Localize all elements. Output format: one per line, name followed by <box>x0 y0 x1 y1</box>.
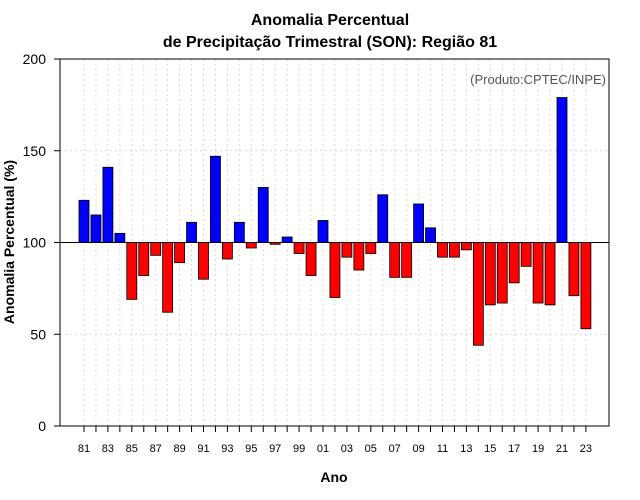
bar-84 <box>114 232 126 243</box>
bar-94 <box>233 221 245 243</box>
bar-08 <box>401 242 413 278</box>
x-tick-label: 89 <box>173 443 185 455</box>
x-tick-label: 21 <box>556 443 568 455</box>
x-tick-label: 83 <box>102 443 114 455</box>
x-tick-label: 03 <box>341 443 353 455</box>
x-tick-label: 23 <box>580 443 592 455</box>
bar-99 <box>293 242 305 254</box>
chart-title-line1: Anomalia Percentual <box>251 12 409 29</box>
x-tick-label: 07 <box>389 443 401 455</box>
bar-22 <box>568 242 580 297</box>
x-tick-label: 91 <box>197 443 209 455</box>
bar-89 <box>174 242 186 264</box>
credit-label: (Produto:CPTEC/INPE) <box>470 72 606 87</box>
bar-95 <box>245 242 257 249</box>
bar-09 <box>413 203 425 243</box>
x-tick-label: 81 <box>78 443 90 455</box>
y-tick-label: 100 <box>23 235 47 251</box>
x-tick-label: 05 <box>365 443 377 455</box>
x-tick-label: 95 <box>245 443 257 455</box>
bar-10 <box>425 227 436 243</box>
bar-81 <box>78 199 90 243</box>
bar-03 <box>341 242 353 258</box>
x-tick-label: 97 <box>269 443 281 455</box>
x-tick-label: 17 <box>508 443 520 455</box>
y-tick-label: 150 <box>23 143 47 159</box>
y-tick-label: 200 <box>23 51 47 67</box>
bar-00 <box>305 242 317 276</box>
x-tick-label: 19 <box>532 443 544 455</box>
x-tick-label: 15 <box>484 443 496 455</box>
x-tick-label: 11 <box>437 443 448 455</box>
bar-21 <box>556 97 568 243</box>
y-tick-label: 50 <box>30 326 46 342</box>
bar-85 <box>126 242 138 300</box>
bar-06 <box>377 194 389 243</box>
x-tick-label: 01 <box>317 443 329 455</box>
y-axis-label: Anomalia Percentual (%) <box>1 160 17 324</box>
bar-20 <box>544 242 556 306</box>
bar-12 <box>449 242 460 258</box>
bar-15 <box>484 242 496 306</box>
bar-17 <box>508 242 520 284</box>
bar-23 <box>580 242 592 330</box>
bar-98 <box>281 236 293 243</box>
bar-05 <box>365 242 377 254</box>
bar-07 <box>389 242 401 278</box>
bar-86 <box>138 242 150 276</box>
bar-16 <box>496 242 508 304</box>
bar-87 <box>150 242 162 256</box>
bar-92 <box>210 155 221 243</box>
y-axis: 0 50 100 150 200 <box>23 51 60 434</box>
bar-93 <box>221 242 233 260</box>
bars <box>78 97 592 346</box>
bar-19 <box>532 242 544 304</box>
bar-01 <box>317 220 329 243</box>
x-tick-label: 85 <box>126 443 138 455</box>
bar-14 <box>472 242 484 346</box>
bar-04 <box>353 242 365 271</box>
bar-96 <box>257 187 269 243</box>
y-tick-label: 0 <box>38 418 46 434</box>
x-axis: 81 83 85 87 89 91 93 95 97 99 01 03 05 07 09 11 13 15 17 19… <box>78 426 592 455</box>
x-tick-label: 99 <box>293 443 305 455</box>
bar-83 <box>102 166 114 243</box>
bar-02 <box>329 242 341 298</box>
x-tick-label: 13 <box>460 443 472 455</box>
bar-11 <box>437 242 448 258</box>
x-tick-label: 93 <box>221 443 233 455</box>
bar-13 <box>460 242 472 251</box>
chart-title-line2: de Precipitação Trimestral (SON): Região… <box>163 34 497 51</box>
bar-18 <box>520 242 532 267</box>
grid-lines <box>60 58 609 427</box>
x-axis-label: Ano <box>320 469 347 485</box>
x-tick-label: 87 <box>150 443 162 455</box>
bar-90 <box>186 221 197 243</box>
bar-88 <box>162 242 174 313</box>
bar-91 <box>198 242 209 280</box>
bar-82 <box>90 214 102 243</box>
x-tick-label: 09 <box>412 443 424 455</box>
